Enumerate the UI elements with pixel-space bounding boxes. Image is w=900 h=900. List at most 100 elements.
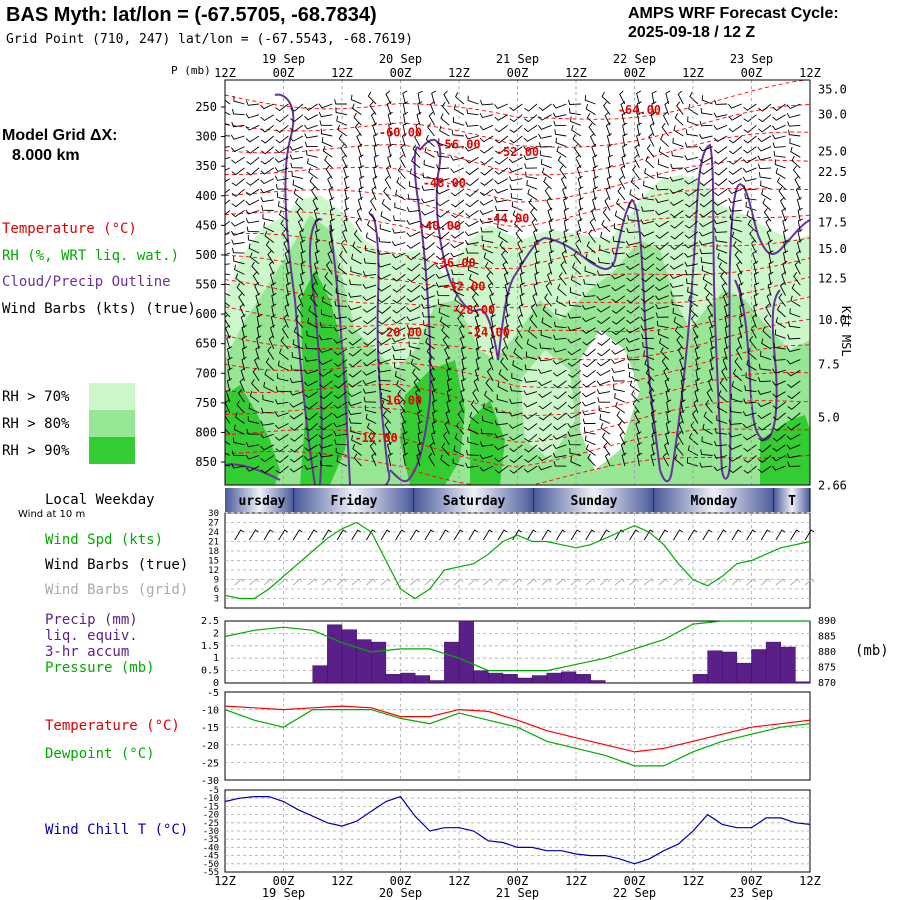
- wind-barb: [524, 114, 538, 123]
- wind-barb: [772, 391, 786, 398]
- windchill-tick-label: -40: [203, 843, 219, 853]
- wind-barb: [260, 103, 274, 110]
- weekday-label: Sunday: [571, 494, 618, 509]
- cloud-outline-2: [309, 218, 351, 485]
- wind-barb: [277, 373, 289, 382]
- wind-tick-label: 21: [208, 538, 219, 548]
- wind-barb: [456, 421, 465, 435]
- wind-barb: [275, 103, 289, 112]
- wind-barb: [353, 453, 362, 467]
- wind-barb: [539, 343, 552, 350]
- precip-bar: [517, 677, 533, 684]
- wind-barb: [650, 111, 656, 126]
- wind-barb: [290, 103, 304, 112]
- wind-barb: [439, 316, 450, 329]
- top-time-tick-label: 00Z: [390, 66, 412, 80]
- wind-barb: [640, 242, 655, 249]
- wind-barb: [758, 114, 772, 123]
- wind-barb: [407, 284, 421, 293]
- wind-barb: [464, 146, 479, 152]
- wind-barb: [352, 241, 362, 254]
- wind-barb: [612, 236, 625, 243]
- wind-barb: [503, 335, 509, 350]
- wind-barb-true: [658, 529, 669, 541]
- wind-barb: [700, 449, 713, 456]
- wind-barb: [320, 128, 333, 137]
- wind-barb: [291, 171, 304, 180]
- wind-barb: [290, 364, 304, 371]
- wind-barb: [684, 199, 699, 208]
- wind-barb: [436, 231, 450, 240]
- wind-barb: [545, 282, 552, 296]
- wind-barb: [532, 292, 538, 307]
- wind-barb: [728, 188, 742, 195]
- wind-barb: [402, 122, 408, 137]
- wind-barb: [640, 316, 655, 322]
- windchill-tick-label: -10: [203, 794, 219, 804]
- wind-barb: [431, 420, 437, 435]
- wind-barb: [676, 101, 684, 115]
- wind-barb: [313, 260, 319, 275]
- wind-barb: [275, 455, 289, 464]
- wind-barb: [362, 369, 377, 376]
- wind-barb-true: [585, 529, 595, 541]
- wind-barb: [333, 401, 348, 409]
- wind-barb: [337, 124, 348, 137]
- wind-barb: [611, 306, 626, 314]
- wind-barb: [251, 379, 260, 392]
- forecast-cycle-block: AMPS WRF Forecast Cycle: 2025-09-18 / 12…: [628, 4, 839, 42]
- wind-barb: [402, 101, 408, 115]
- wind-barb: [408, 341, 421, 350]
- wind-barb: [298, 292, 304, 307]
- wind-barb: [225, 292, 231, 297]
- wind-barb: [534, 250, 540, 264]
- wind-barb: [304, 114, 318, 121]
- wind-barb: [392, 306, 406, 314]
- wind-barb: [672, 307, 684, 318]
- wind-barb: [603, 101, 611, 115]
- wind-barb: [553, 460, 567, 467]
- wind-barb-grid: [307, 578, 318, 586]
- wind-barb: [716, 244, 728, 254]
- top-time-tick-label: 00Z: [273, 66, 295, 80]
- wind-barb: [494, 103, 508, 109]
- wind-barb: [285, 271, 292, 286]
- wind-barb: [651, 420, 657, 435]
- wind-barb: [226, 346, 233, 360]
- wind-barb: [760, 351, 772, 361]
- wind-barb: [464, 231, 479, 237]
- wind-barb: [377, 249, 391, 255]
- wind-barb: [655, 197, 669, 204]
- wind-barb: [392, 284, 406, 293]
- wind-barb: [765, 303, 772, 318]
- wind-barb: [730, 393, 742, 403]
- wind-barb: [674, 454, 684, 467]
- wind-barb: [452, 116, 465, 126]
- wind-barb: [680, 399, 686, 413]
- wind-barb: [778, 293, 786, 307]
- wind-barb: [744, 193, 757, 201]
- wind-barb: [388, 122, 394, 137]
- wind-barb: [293, 188, 304, 201]
- wind-barb: [611, 295, 626, 303]
- wind-barb: [299, 228, 305, 243]
- wind-barb: [619, 431, 626, 445]
- wind-barb: [264, 231, 275, 243]
- wind-barb: [557, 155, 567, 169]
- wind-barb: [611, 376, 625, 382]
- wind-barb: [308, 305, 318, 318]
- wind-barb: [318, 443, 333, 449]
- wind-barb: [487, 282, 494, 296]
- wind-barb: [731, 381, 743, 392]
- wind-barb: [283, 314, 289, 328]
- wind-barb: [553, 321, 567, 329]
- wind-barb: [555, 137, 567, 148]
- wind-barb: [640, 206, 655, 212]
- wind-barb: [763, 208, 772, 222]
- wind-barb: [351, 103, 362, 116]
- wind-barb: [509, 146, 523, 154]
- legend-liq-equiv: liq. equiv.: [45, 628, 138, 644]
- wind-barb: [684, 269, 698, 276]
- wind-barb: [488, 356, 494, 371]
- wind-barb: [648, 133, 655, 147]
